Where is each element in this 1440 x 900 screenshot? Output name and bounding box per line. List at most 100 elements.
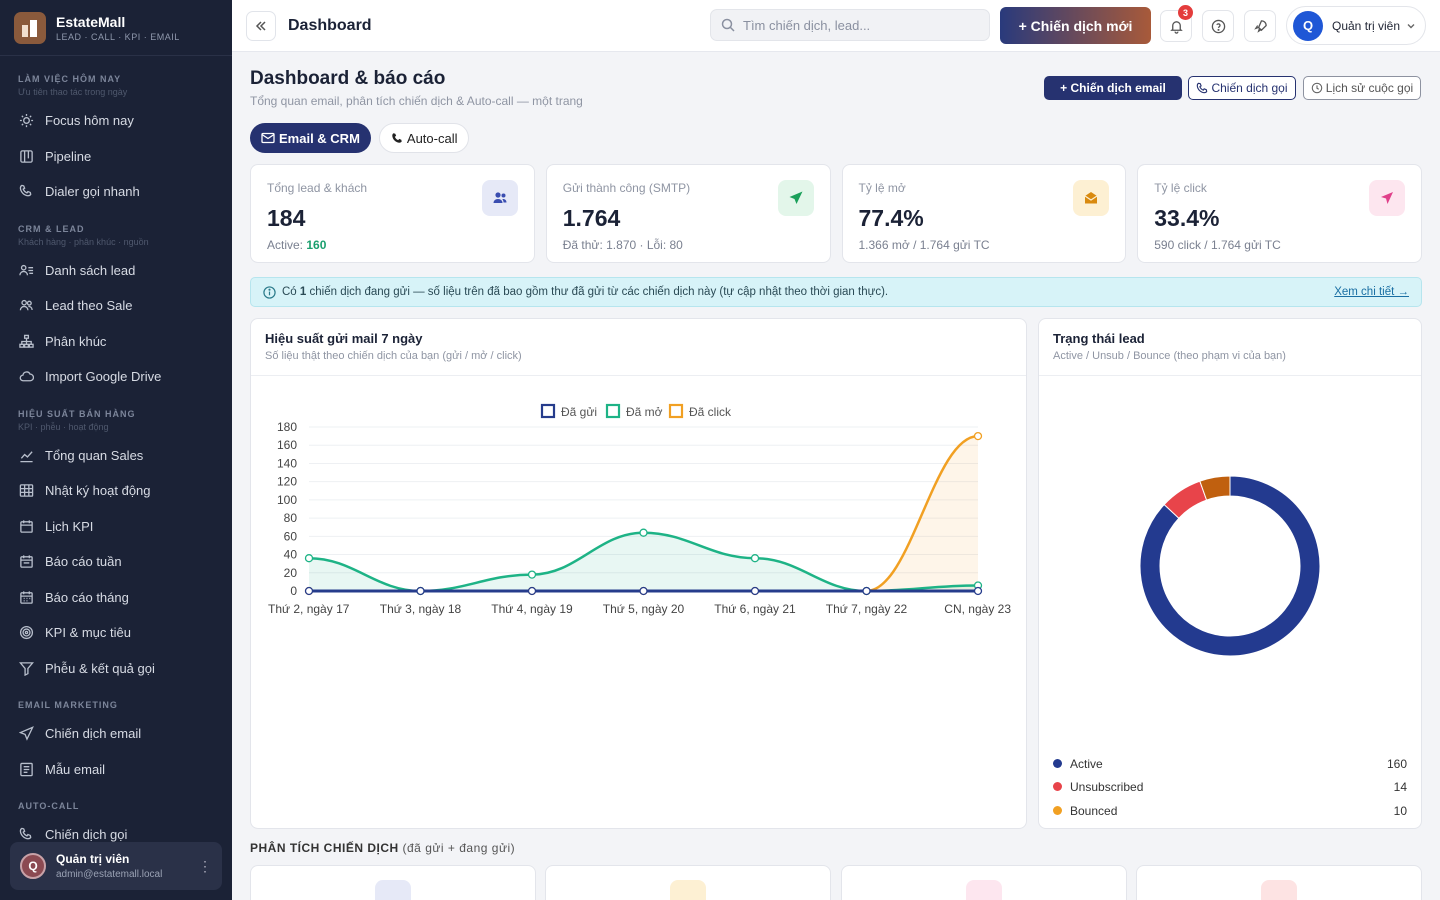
- sitemap-icon: [18, 333, 34, 349]
- tab-auto-call[interactable]: Auto-call: [378, 123, 470, 153]
- legend-label: Đã gửi: [561, 405, 597, 419]
- alert-count: 1: [299, 286, 307, 298]
- sidebar-item[interactable]: Dialer gọi nhanh: [0, 174, 232, 210]
- send-icon: [18, 726, 34, 742]
- data-point: [750, 554, 760, 563]
- more-vertical-icon[interactable]: ⋮: [198, 857, 212, 874]
- launch-button[interactable]: [1244, 10, 1276, 42]
- sidebar-item[interactable]: Import Google Drive: [0, 359, 232, 395]
- phone-icon: [392, 133, 402, 143]
- sidebar: EstateMall LEAD · CALL · KPI · EMAIL LÀM…: [0, 0, 232, 900]
- users-icon: [481, 180, 518, 216]
- legend-dot: [1053, 758, 1062, 768]
- email-campaign-button[interactable]: + Chiến dịch email: [1044, 76, 1182, 100]
- legend-label-wrap: Active: [1053, 757, 1103, 771]
- campaign-stat-card: [545, 865, 831, 900]
- mail-line-chart: Đã gửi Đã mở Đã click 180 160 140 120 100 80 60 40…: [268, 403, 1011, 616]
- legend-value: 14: [1393, 780, 1407, 795]
- brand[interactable]: EstateMall LEAD · CALL · KPI · EMAIL: [0, 0, 232, 56]
- users-icon: [18, 298, 34, 314]
- legend-label-wrap: Unsubscribed: [1053, 780, 1143, 794]
- user-name: Quản trị viên: [56, 852, 130, 866]
- alert-text-post: chiến dịch đang gửi — số liệu trên đã ba…: [306, 286, 889, 298]
- campaign-analysis-heading: PHÂN TÍCH CHIẾN DỊCH (đã gửi + đang gửi): [250, 841, 515, 855]
- tab-email-crm[interactable]: Email & CRM: [250, 123, 371, 153]
- phone-icon: [1197, 82, 1208, 94]
- sidebar-item[interactable]: Báo cáo tuần: [0, 544, 232, 580]
- sidebar-user-card[interactable]: Q Quản trị viên admin@estatemall.local ⋮: [10, 842, 222, 890]
- sidebar-item[interactable]: Pipeline: [0, 139, 232, 175]
- data-point: [862, 586, 871, 596]
- sidebar-item[interactable]: Phân khúc: [0, 324, 232, 360]
- series-area: [309, 532, 978, 591]
- avatar: Q: [20, 853, 46, 879]
- sidebar-item[interactable]: Lịch KPI: [0, 509, 232, 545]
- collapse-sidebar-button[interactable]: [246, 10, 276, 41]
- search-input[interactable]: Tìm chiến dịch, lead...: [710, 9, 990, 41]
- new-campaign-button[interactable]: + Chiến dịch mới: [1000, 7, 1151, 44]
- x-tick-label: Thứ 7, ngày 22: [826, 602, 908, 616]
- user-menu[interactable]: Q Quản trị viên: [1286, 6, 1426, 45]
- sidebar-section-title: AUTO-CALL: [18, 801, 80, 811]
- search-icon: [721, 18, 735, 32]
- sidebar-item[interactable]: KPI & mục tiêu: [0, 615, 232, 651]
- legend-swatch: [540, 403, 556, 419]
- user-name: Quản trị viên: [1332, 18, 1401, 33]
- sidebar-section-title: EMAIL MARKETING: [18, 700, 118, 710]
- card-subtitle: Active / Unsub / Bounce (theo phạm vi củ…: [1053, 350, 1286, 362]
- brand-tagline: LEAD · CALL · KPI · EMAIL: [56, 31, 180, 42]
- help-icon: [1211, 19, 1225, 33]
- legend-swatch: [668, 403, 684, 419]
- dashboard-tabs: Email & CRM Auto-call: [250, 123, 470, 153]
- legend-item: Bounced 10: [1039, 799, 1421, 823]
- notifications-button[interactable]: 3: [1160, 5, 1193, 42]
- phone-icon: [18, 184, 34, 200]
- calendar-icon: [18, 518, 34, 534]
- sidebar-item[interactable]: Chiến dịch gọi: [0, 817, 232, 853]
- sidebar-item[interactable]: Tổng quan Sales: [0, 438, 232, 474]
- notification-badge: 3: [1178, 5, 1193, 20]
- sidebar-section-title: CRM & LEAD: [18, 223, 85, 234]
- sidebar-section-subtitle: Ưu tiên thao tác trong ngày: [18, 87, 128, 97]
- sidebar-item[interactable]: Danh sách lead: [0, 253, 232, 289]
- data-point: [304, 586, 314, 596]
- y-tick-label: 40: [284, 548, 298, 562]
- sidebar-item[interactable]: Chiến dịch email: [0, 716, 232, 752]
- dashboard-subtitle: Tổng quan email, phân tích chiến dịch & …: [250, 94, 583, 108]
- sidebar-item[interactable]: Nhật ký hoạt động: [0, 473, 232, 509]
- y-tick-label: 0: [290, 584, 297, 598]
- sidebar-item-label: Phân khúc: [45, 333, 107, 349]
- sidebar-item[interactable]: Phễu & kết quả gọi: [0, 651, 232, 687]
- donut-slice: [1139, 475, 1321, 657]
- sidebar-item[interactable]: Mẫu email: [0, 752, 232, 788]
- topbar: Dashboard Tìm chiến dịch, lead... + Chiế…: [232, 0, 1440, 52]
- legend-label: Bounced: [1070, 803, 1118, 818]
- call-campaign-button[interactable]: Chiến dịch gọi: [1188, 76, 1296, 100]
- help-button[interactable]: [1202, 10, 1234, 42]
- sidebar-section-subtitle: KPI · phễu · hoạt động: [18, 421, 109, 432]
- cursor-icon: [966, 880, 1002, 900]
- sidebar-item[interactable]: Báo cáo tháng: [0, 580, 232, 616]
- double-chevron-left-icon: [255, 20, 266, 31]
- mail-performance-card: Hiệu suất gửi mail 7 ngày Số liệu thật t…: [250, 318, 1027, 829]
- sidebar-item[interactable]: Focus hôm nay: [0, 103, 232, 139]
- kpi-card-leads: Tổng lead & khách 184 Active: 160: [250, 164, 535, 263]
- cursor-icon: [1369, 180, 1405, 216]
- brand-logo: [14, 11, 46, 44]
- tab-auto-call-label: Auto-call: [406, 130, 458, 146]
- sidebar-item-label: Dialer gọi nhanh: [45, 184, 140, 200]
- user-list-icon: [18, 262, 34, 278]
- view-details-link[interactable]: Xem chi tiết →: [1334, 286, 1409, 298]
- table-icon: [18, 483, 34, 499]
- send-icon: [375, 880, 411, 900]
- legend-label: Unsubscribed: [1070, 780, 1144, 795]
- sidebar-item-label: Chiến dịch gọi: [45, 827, 128, 843]
- sidebar-item-label: Nhật ký hoạt động: [45, 483, 151, 499]
- brand-name: EstateMall: [56, 13, 126, 30]
- sidebar-item[interactable]: Lead theo Sale: [0, 288, 232, 324]
- call-history-button[interactable]: Lịch sử cuộc gọi: [1303, 76, 1421, 100]
- sidebar-item-label: Lead theo Sale: [45, 298, 133, 314]
- y-tick-label: 160: [277, 438, 297, 452]
- call-history-label: Lịch sử cuộc gọi: [1325, 81, 1414, 95]
- campaign-stat-card: [841, 865, 1127, 900]
